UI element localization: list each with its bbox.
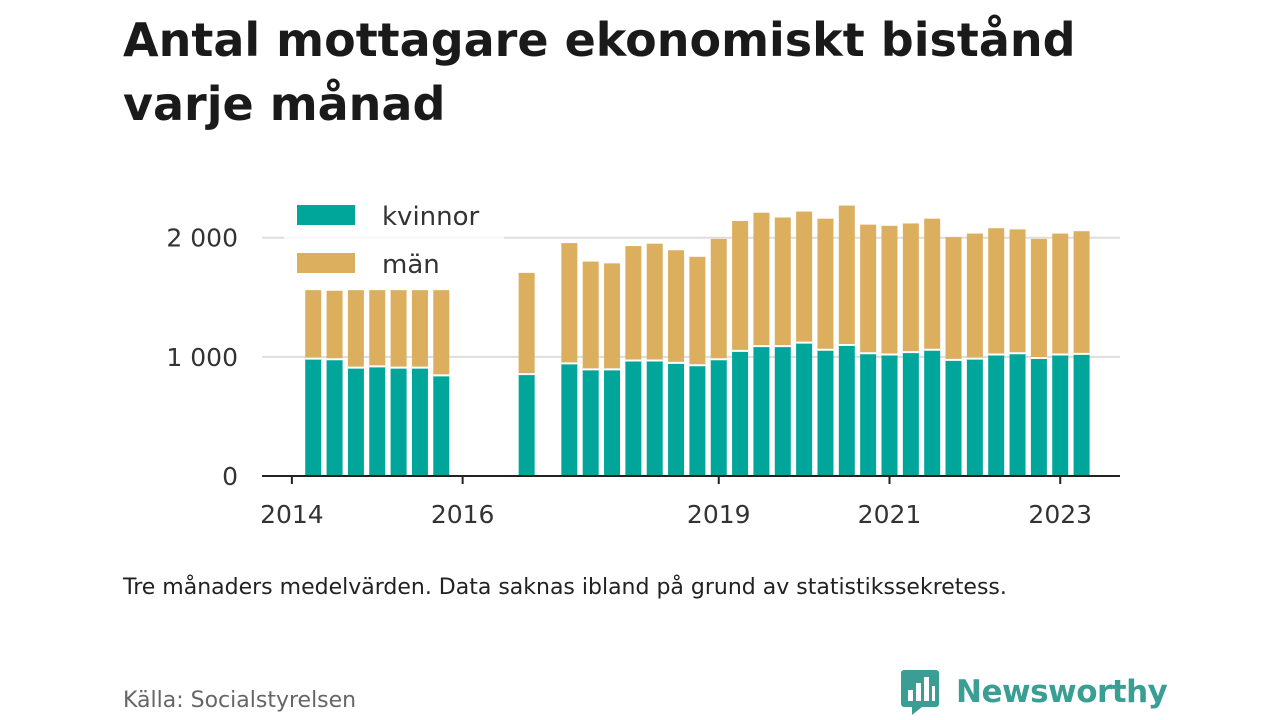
bar-man bbox=[988, 228, 1005, 355]
bar-man bbox=[838, 205, 855, 345]
bar-man bbox=[860, 224, 877, 354]
legend-label: kvinnor bbox=[382, 202, 480, 232]
bar-kvinnor bbox=[326, 359, 343, 476]
bar-man bbox=[796, 211, 813, 343]
bar-man bbox=[305, 290, 322, 359]
bar-man bbox=[1052, 233, 1069, 355]
legend-swatch-man bbox=[297, 253, 355, 273]
bar-kvinnor bbox=[582, 369, 599, 476]
bar-kvinnor bbox=[369, 366, 386, 476]
bar-man bbox=[902, 223, 919, 353]
bar-kvinnor bbox=[347, 367, 364, 476]
bar-kvinnor bbox=[433, 375, 450, 476]
bar-kvinnor bbox=[518, 374, 535, 476]
bar-kvinnor bbox=[710, 359, 727, 476]
legend-swatch-kvinnor bbox=[297, 205, 355, 225]
bar-man bbox=[561, 243, 578, 364]
bar-kvinnor bbox=[1073, 353, 1090, 476]
x-tick-label: 2019 bbox=[687, 500, 751, 529]
bar-man bbox=[710, 238, 727, 360]
chart-title-line2: varje månad bbox=[123, 77, 446, 131]
bar-man bbox=[945, 237, 962, 360]
bar-man bbox=[1009, 229, 1026, 354]
bar-kvinnor bbox=[838, 344, 855, 476]
bar-kvinnor bbox=[966, 358, 983, 476]
x-tick-label: 2021 bbox=[858, 500, 922, 529]
bar-man bbox=[518, 272, 535, 375]
y-tick-label: 2 000 bbox=[166, 224, 238, 253]
y-tick-label: 1 000 bbox=[166, 343, 238, 372]
bar-kvinnor bbox=[881, 354, 898, 476]
bar-man bbox=[774, 217, 791, 347]
chart-note: Tre månaders medelvärden. Data saknas ib… bbox=[123, 575, 1007, 600]
chart-title-line1: Antal mottagare ekonomiskt bistånd bbox=[123, 13, 1076, 67]
legend-label: män bbox=[382, 250, 440, 280]
bar-man bbox=[390, 290, 407, 368]
bar-man bbox=[732, 221, 749, 351]
bar-man bbox=[625, 246, 642, 361]
y-tick-label: 0 bbox=[222, 462, 238, 491]
bar-kvinnor bbox=[1030, 358, 1047, 476]
bar-man bbox=[1030, 238, 1047, 359]
bar-kvinnor bbox=[625, 360, 642, 476]
bar-man bbox=[646, 243, 663, 361]
bar-kvinnor bbox=[668, 362, 685, 476]
bar-kvinnor bbox=[390, 367, 407, 476]
bar-man bbox=[817, 218, 834, 350]
source-label: Källa: Socialstyrelsen bbox=[123, 688, 357, 713]
x-tick-label: 2023 bbox=[1028, 500, 1092, 529]
x-tick-label: 2016 bbox=[431, 500, 495, 529]
bar-man bbox=[753, 212, 770, 347]
bar-kvinnor bbox=[1052, 354, 1069, 476]
axes: 0 1 000 2 000 2014 2016 2019 2021 2023 bbox=[166, 224, 1120, 529]
bar-man bbox=[582, 261, 599, 370]
bar-kvinnor bbox=[1009, 353, 1026, 476]
chart-title: Antal mottagare ekonomiskt bistånd varje… bbox=[123, 8, 1183, 136]
bar-kvinnor bbox=[860, 353, 877, 476]
bar-kvinnor bbox=[646, 360, 663, 476]
bar-kvinnor bbox=[945, 359, 962, 476]
bars bbox=[305, 205, 1090, 476]
bar-man bbox=[881, 225, 898, 355]
legend: kvinnor män bbox=[284, 196, 504, 286]
bar-man bbox=[411, 290, 428, 368]
bar-kvinnor bbox=[689, 365, 706, 476]
bar-man bbox=[966, 233, 983, 359]
bar-kvinnor bbox=[753, 346, 770, 476]
bar-kvinnor bbox=[796, 342, 813, 476]
brand-name: Newsworthy bbox=[956, 674, 1168, 710]
bar-kvinnor bbox=[411, 367, 428, 476]
x-tick-label: 2014 bbox=[260, 500, 324, 529]
brand-logo: Newsworthy bbox=[900, 668, 1168, 716]
bar-man bbox=[924, 218, 941, 350]
bar-kvinnor bbox=[604, 369, 621, 476]
bar-kvinnor bbox=[988, 354, 1005, 476]
bar-chart: kvinnor män 0 1 000 2 000 2014 2016 2019 2021 20… bbox=[166, 196, 1120, 529]
bar-kvinnor bbox=[902, 352, 919, 476]
newsworthy-logo-icon bbox=[901, 670, 939, 715]
bar-man bbox=[604, 263, 621, 370]
bar-kvinnor bbox=[732, 350, 749, 476]
bar-kvinnor bbox=[817, 349, 834, 476]
bar-kvinnor bbox=[924, 349, 941, 476]
bar-kvinnor bbox=[305, 358, 322, 476]
bar-man bbox=[326, 290, 343, 360]
bar-man bbox=[347, 290, 364, 368]
bar-kvinnor bbox=[774, 346, 791, 476]
bar-man bbox=[433, 290, 450, 376]
bar-man bbox=[668, 250, 685, 363]
bar-man bbox=[1073, 231, 1090, 354]
bar-man bbox=[689, 256, 706, 366]
bar-kvinnor bbox=[561, 363, 578, 476]
bar-man bbox=[369, 290, 386, 367]
